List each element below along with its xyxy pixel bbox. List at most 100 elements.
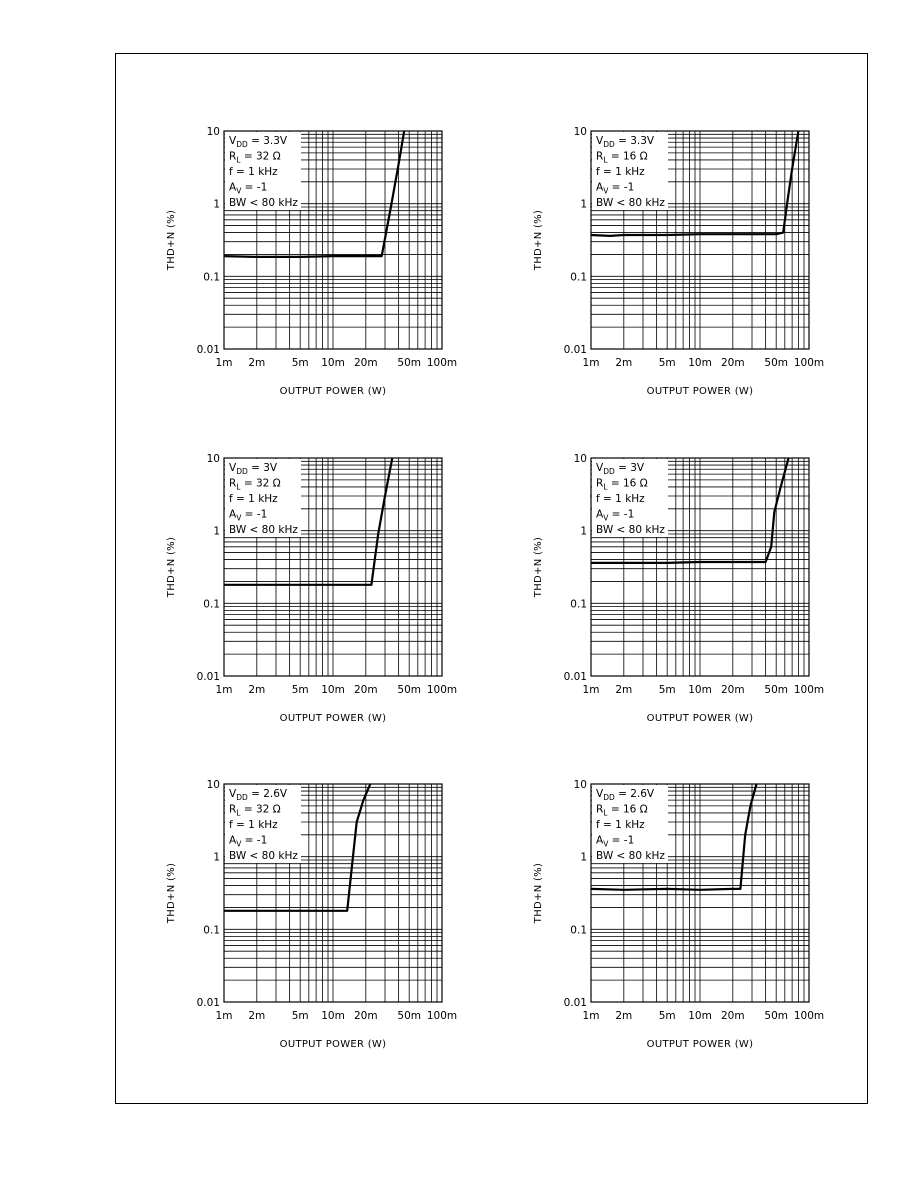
y-tick-label: 0.01 xyxy=(564,344,587,356)
conditions-box: VDD = 3.3V RL = 32 Ωf = 1 kHz AV = -1BW < … xyxy=(225,132,301,210)
x-tick-label: 2m xyxy=(615,357,632,369)
x-tick-label: 20m xyxy=(354,1010,378,1022)
y-tick-label: 0.01 xyxy=(197,671,220,683)
x-tick-label: 100m xyxy=(794,1010,824,1022)
y-axis-label: THD+N (%) xyxy=(166,863,177,924)
conditions-box: VDD = 2.6V RL = 32 Ωf = 1 kHz AV = -1BW < … xyxy=(225,785,301,863)
y-tick-label: 10 xyxy=(207,126,220,138)
x-tick-label: 2m xyxy=(615,684,632,696)
conditions-box: VDD = 3.3V RL = 16 Ωf = 1 kHz AV = -1BW < … xyxy=(592,132,668,210)
plot-border xyxy=(590,457,810,677)
x-tick-label: 50m xyxy=(764,357,788,369)
y-axis-label: THD+N (%) xyxy=(533,537,544,598)
condition-line: BW < 80 kHz xyxy=(596,850,665,862)
thd-curve xyxy=(590,783,758,891)
y-tick-label: 0.1 xyxy=(570,924,587,936)
y-tick-label: 0.01 xyxy=(197,997,220,1009)
condition-line: BW < 80 kHz xyxy=(229,197,298,209)
x-tick-label: 10m xyxy=(688,1010,712,1022)
x-tick-label: 5m xyxy=(292,684,309,696)
x-tick-label: 10m xyxy=(688,684,712,696)
conditions-box: VDD = 3V RL = 16 Ωf = 1 kHz AV = -1BW < 80… xyxy=(592,459,668,537)
plot-border xyxy=(223,130,443,350)
condition-line: f = 1 kHz xyxy=(229,819,278,831)
y-axis-label: THD+N (%) xyxy=(166,537,177,598)
condition-line: f = 1 kHz xyxy=(596,819,645,831)
grid xyxy=(590,784,809,1003)
y-tick-label: 0.01 xyxy=(197,344,220,356)
x-tick-label: 1m xyxy=(583,1010,600,1022)
chart-2: VDD = 3.3V RL = 16 Ωf = 1 kHz AV = -1BW < … xyxy=(533,126,824,397)
condition-line: AV = -1 xyxy=(229,835,267,849)
x-tick-label: 10m xyxy=(321,684,345,696)
plot-border xyxy=(223,457,443,677)
y-tick-label: 10 xyxy=(207,453,220,465)
y-tick-label: 0.1 xyxy=(203,598,220,610)
x-tick-label: 5m xyxy=(659,1010,676,1022)
x-tick-label: 20m xyxy=(721,357,745,369)
y-tick-label: 0.1 xyxy=(570,271,587,283)
x-axis-label: OUTPUT POWER (W) xyxy=(647,713,754,724)
y-tick-label: 1 xyxy=(213,199,220,211)
condition-line: AV = -1 xyxy=(596,182,634,196)
x-tick-label: 50m xyxy=(397,1010,421,1022)
y-axis-label: THD+N (%) xyxy=(533,210,544,271)
x-tick-label: 5m xyxy=(292,1010,309,1022)
condition-line: BW < 80 kHz xyxy=(229,524,298,536)
conditions-box: VDD = 3V RL = 32 Ωf = 1 kHz AV = -1BW < 80… xyxy=(225,459,301,537)
conditions-box: VDD = 2.6V RL = 16 Ωf = 1 kHz AV = -1BW < … xyxy=(592,785,668,863)
x-tick-label: 1m xyxy=(583,357,600,369)
x-tick-label: 100m xyxy=(427,684,457,696)
y-tick-label: 10 xyxy=(207,779,220,791)
condition-line: BW < 80 kHz xyxy=(596,524,665,536)
condition-line: VDD = 3V xyxy=(229,462,278,476)
y-tick-label: 0.01 xyxy=(564,671,587,683)
x-tick-label: 5m xyxy=(292,357,309,369)
x-tick-label: 100m xyxy=(427,357,457,369)
x-tick-label: 5m xyxy=(659,357,676,369)
x-tick-label: 100m xyxy=(427,1010,457,1022)
condition-line: f = 1 kHz xyxy=(596,493,645,505)
x-axis-label: OUTPUT POWER (W) xyxy=(280,386,387,397)
condition-line: AV = -1 xyxy=(229,182,267,196)
grid xyxy=(590,458,809,677)
y-tick-label: 0.1 xyxy=(570,598,587,610)
y-tick-label: 10 xyxy=(574,453,587,465)
thd-curve xyxy=(224,783,372,912)
plot-border xyxy=(590,130,810,350)
condition-line: RL = 16 Ω xyxy=(596,478,648,492)
x-tick-label: 5m xyxy=(659,684,676,696)
y-tick-label: 0.1 xyxy=(203,924,220,936)
thd-curve xyxy=(223,130,406,258)
condition-line: AV = -1 xyxy=(229,509,267,523)
page-frame xyxy=(115,53,868,1104)
x-tick-label: 10m xyxy=(321,1010,345,1022)
condition-line: VDD = 3V xyxy=(596,462,645,476)
x-tick-label: 2m xyxy=(248,357,265,369)
y-tick-label: 1 xyxy=(213,526,220,538)
x-tick-label: 50m xyxy=(397,357,421,369)
x-tick-label: 100m xyxy=(794,357,824,369)
condition-line: f = 1 kHz xyxy=(596,166,645,178)
y-tick-label: 1 xyxy=(580,526,587,538)
x-tick-label: 1m xyxy=(216,684,233,696)
x-tick-label: 2m xyxy=(248,684,265,696)
chart-3: VDD = 3V RL = 32 Ωf = 1 kHz AV = -1BW < 80… xyxy=(166,453,457,724)
y-tick-label: 10 xyxy=(574,126,587,138)
x-tick-label: 1m xyxy=(216,1010,233,1022)
x-tick-label: 50m xyxy=(397,684,421,696)
plot-border xyxy=(223,783,443,1003)
x-tick-label: 20m xyxy=(721,1010,745,1022)
y-axis-label: THD+N (%) xyxy=(166,210,177,271)
condition-line: VDD = 3.3V xyxy=(596,135,655,149)
plot-border xyxy=(590,783,810,1003)
x-tick-label: 1m xyxy=(216,357,233,369)
condition-line: f = 1 kHz xyxy=(229,166,278,178)
chart-4: VDD = 3V RL = 16 Ωf = 1 kHz AV = -1BW < 80… xyxy=(533,453,824,724)
thd-curve xyxy=(591,457,790,565)
x-tick-label: 2m xyxy=(248,1010,265,1022)
conditions-background xyxy=(225,459,301,537)
condition-line: VDD = 2.6V xyxy=(229,788,288,802)
x-tick-label: 50m xyxy=(764,684,788,696)
